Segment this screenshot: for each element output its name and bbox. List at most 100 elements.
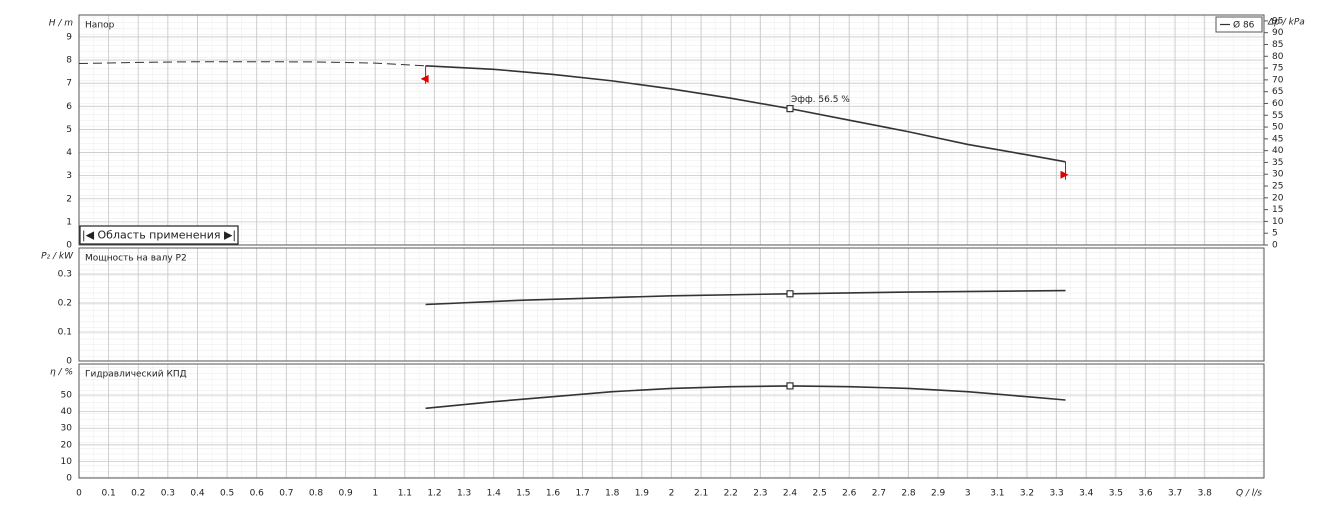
x-tick-label: 2.9 (931, 489, 946, 499)
y2-tick-label: 65 (1272, 87, 1283, 97)
x-tick-label: 1.5 (516, 489, 530, 499)
x-tick-label: 2.7 (872, 489, 886, 499)
y-tick-label: 0.1 (58, 328, 72, 338)
y2-tick-label: 35 (1272, 158, 1283, 168)
y2-tick-label: 45 (1272, 134, 1283, 144)
y-tick-label: 0 (66, 474, 72, 484)
y2-tick-label: 80 (1272, 52, 1284, 62)
y-axis-label: η / % (50, 368, 73, 378)
annotation: Эфф. 56.5 % (791, 95, 850, 105)
x-tick-label: 3.7 (1168, 489, 1182, 499)
range-arrow (1060, 170, 1069, 179)
x-tick-label: 3.4 (1079, 489, 1094, 499)
operating-point (786, 105, 794, 113)
x-tick-label: 0.1 (101, 489, 115, 499)
x-tick-label: 2.6 (842, 489, 857, 499)
y2-tick-label: 85 (1272, 40, 1283, 50)
y2-tick-label: 20 (1272, 193, 1284, 203)
y-tick-label: 30 (61, 424, 73, 434)
x-tick-label: 2.2 (724, 489, 738, 499)
y-tick-label: 0 (66, 357, 72, 367)
x-tick-label: 0.2 (131, 489, 145, 499)
range-box (79, 225, 239, 245)
y-tick-label: 0.3 (58, 270, 72, 280)
x-tick-label: 0.4 (190, 489, 205, 499)
y-tick-label: 10 (61, 457, 73, 467)
y-axis-label: H / m (49, 19, 74, 29)
range-label: |◀ Область применения ▶| (82, 229, 236, 242)
x-tick-label: 0.3 (161, 489, 175, 499)
plot-frame (78, 363, 1265, 479)
y-tick-label: 6 (66, 102, 72, 112)
y-tick-label: 8 (66, 56, 72, 66)
y-axis-label: P₂ / kW (41, 252, 74, 262)
y-tick-label: 3 (66, 171, 72, 181)
y2-tick-label: 40 (1272, 146, 1284, 156)
x-tick-label: 2 (669, 489, 675, 499)
legend-box (1215, 16, 1263, 33)
x-tick-label: 0.6 (250, 489, 265, 499)
y2-tick-label: 15 (1272, 205, 1283, 215)
x-tick-label: 3.6 (1138, 489, 1153, 499)
y-tick-label: 4 (66, 148, 72, 158)
x-tick-label: 1.2 (427, 489, 441, 499)
plot-frame (78, 247, 1265, 362)
y2-tick-label: 90 (1272, 28, 1284, 38)
y2-tick-label: 55 (1272, 111, 1283, 121)
x-tick-label: 0.8 (309, 489, 324, 499)
x-tick-label: 3.8 (1198, 489, 1213, 499)
y-tick-label: 7 (66, 79, 72, 89)
y2-tick-label: 75 (1272, 64, 1283, 74)
curve (425, 385, 1066, 410)
x-tick-label: 1.1 (398, 489, 412, 499)
y-tick-label: 40 (61, 407, 73, 417)
x-tick-label: 0 (76, 489, 82, 499)
y-tick-label: 1 (66, 217, 72, 227)
y-tick-label: 9 (66, 32, 72, 42)
panel-title: Напор (85, 21, 115, 31)
x-tick-label: 2.8 (901, 489, 916, 499)
x-tick-label: 1.9 (635, 489, 650, 499)
x-tick-label: 1.8 (605, 489, 620, 499)
x-tick-label: 1 (372, 489, 378, 499)
y-tick-label: 50 (61, 391, 73, 401)
x-tick-label: 2.1 (694, 489, 708, 499)
x-tick-label: 1.3 (457, 489, 471, 499)
x-tick-label: 0.5 (220, 489, 234, 499)
y2-tick-label: 10 (1272, 217, 1284, 227)
x-tick-label: 2.5 (812, 489, 826, 499)
y-tick-label: 20 (61, 440, 73, 450)
operating-point (786, 382, 794, 390)
y2-tick-label: 0 (1272, 241, 1278, 251)
x-tick-label: 0.9 (338, 489, 353, 499)
curve (425, 289, 1066, 306)
y2-tick-label: 60 (1272, 99, 1284, 109)
y2-tick-label: 25 (1272, 182, 1283, 192)
y2-tick-label: 5 (1272, 229, 1278, 239)
y-tick-label: 5 (66, 125, 72, 135)
curve-extrapolated (78, 61, 426, 67)
x-tick-label: 2.3 (753, 489, 767, 499)
range-arrow (420, 74, 429, 83)
panel-title: Мощность на валу P2 (85, 254, 187, 264)
x-tick-label: 0.7 (279, 489, 293, 499)
y2-tick-label: 30 (1272, 170, 1284, 180)
y2-tick-label: 50 (1272, 123, 1284, 133)
y2-axis-label: Δp / kPa (1267, 18, 1305, 28)
legend-label: Ø 86 (1233, 20, 1255, 31)
x-tick-label: 1.4 (487, 489, 502, 499)
y-tick-label: 0.2 (58, 299, 72, 309)
y2-tick-label: 95 (1272, 16, 1283, 26)
curve (425, 65, 1066, 163)
y-tick-label: 0 (66, 241, 72, 251)
x-tick-label: 3.2 (1020, 489, 1034, 499)
x-tick-label: 1.7 (575, 489, 589, 499)
x-tick-label: 3.1 (990, 489, 1004, 499)
x-tick-label: 3 (965, 489, 971, 499)
y2-tick-label: 70 (1272, 75, 1284, 85)
plot-frame (78, 14, 1265, 246)
x-tick-label: 3.5 (1109, 489, 1123, 499)
y-tick-label: 2 (66, 194, 72, 204)
x-tick-label: 1.6 (546, 489, 561, 499)
